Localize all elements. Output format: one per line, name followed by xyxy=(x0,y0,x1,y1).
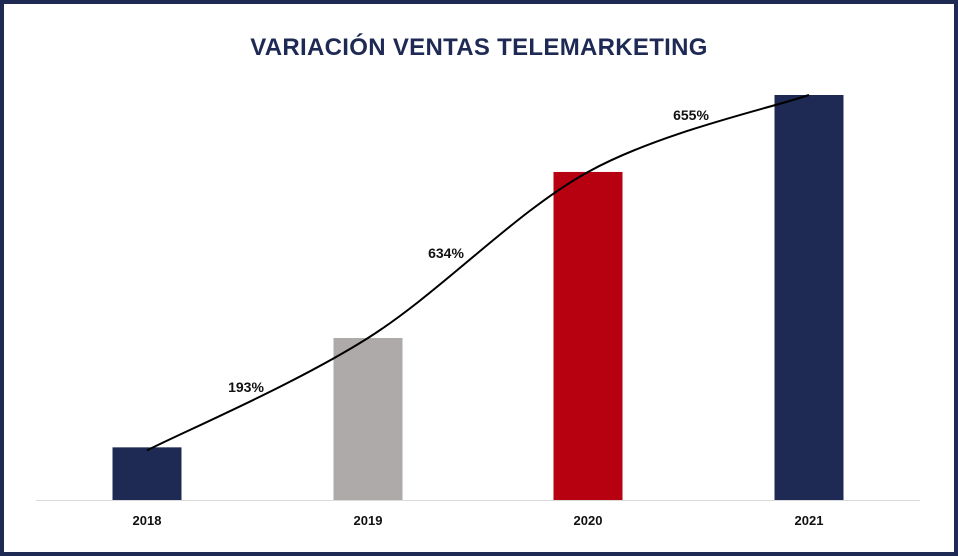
trend-line xyxy=(146,94,810,452)
bar-2020 xyxy=(553,171,623,500)
x-tick-label-2020: 2020 xyxy=(574,513,603,528)
x-tick-label-2021: 2021 xyxy=(795,513,824,528)
x-tick-label-2019: 2019 xyxy=(354,513,383,528)
variation-label-2: 634% xyxy=(428,245,464,261)
x-tick-label-2018: 2018 xyxy=(133,513,162,528)
chart-title: VARIACIÓN VENTAS TELEMARKETING xyxy=(250,34,708,61)
bar-2021 xyxy=(774,95,844,500)
bar-2018 xyxy=(112,447,182,500)
variation-label-3: 655% xyxy=(673,107,709,123)
variation-label-1: 193% xyxy=(228,379,264,395)
bar-2019 xyxy=(333,338,403,500)
